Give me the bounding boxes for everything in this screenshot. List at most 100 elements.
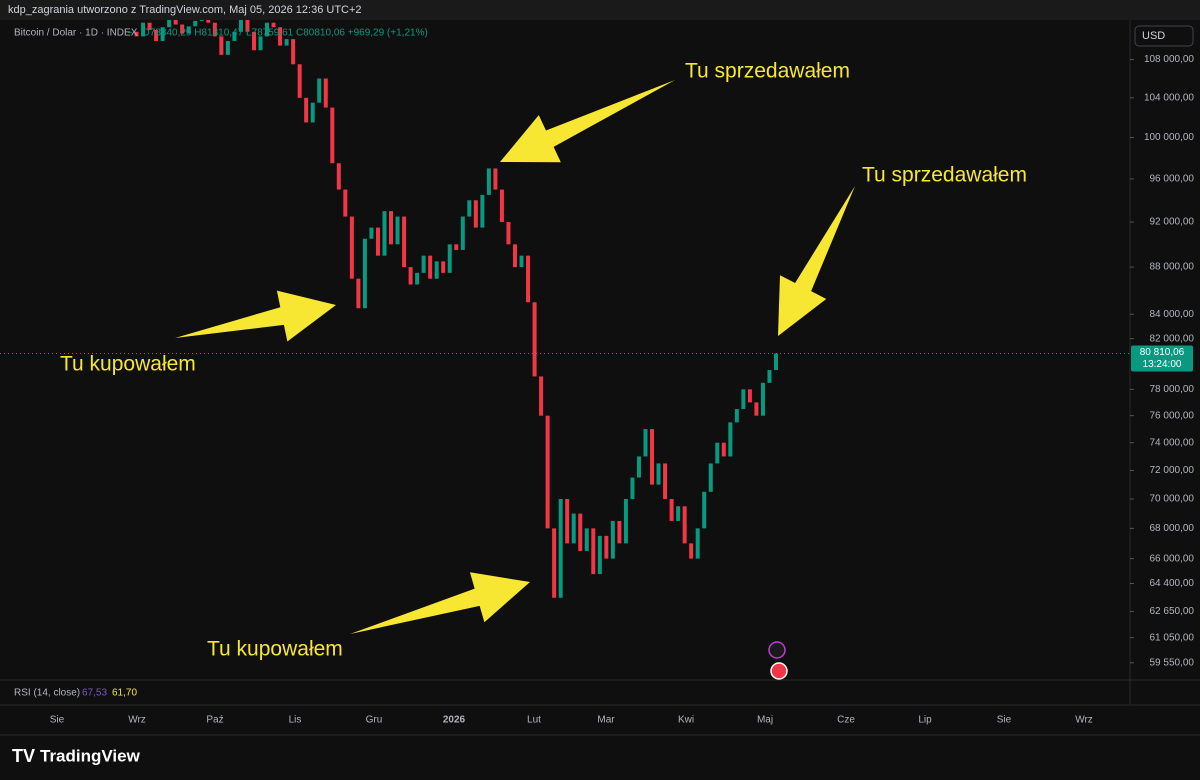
candle-body	[238, 20, 243, 32]
candle-body	[532, 302, 537, 377]
candle-body	[636, 456, 641, 478]
symbol: Bitcoin / Dolar · 1D · INDEX	[14, 28, 138, 39]
candle-body	[558, 498, 563, 598]
candle-body	[199, 20, 204, 21]
candle-body	[454, 244, 459, 250]
candle-body	[480, 194, 485, 228]
y-tick-label: 62 650,00	[1150, 606, 1195, 617]
currency[interactable]: USD	[1142, 30, 1165, 42]
candle-body	[186, 26, 191, 34]
candle-body	[180, 24, 185, 34]
arrow	[175, 290, 336, 342]
candle-body	[650, 429, 655, 485]
x-tick-label: Maj	[757, 715, 773, 726]
x-tick-label: Sie	[50, 715, 65, 726]
candle-body	[310, 102, 315, 123]
candle-body	[402, 216, 407, 268]
candle-body	[728, 422, 733, 457]
candle-body	[473, 200, 478, 228]
candle-body	[441, 261, 446, 273]
candle-body	[160, 27, 165, 41]
candle-body	[258, 36, 263, 51]
event-icon[interactable]	[770, 662, 788, 680]
arrow	[500, 80, 675, 163]
candle-body	[278, 27, 283, 46]
candle-body	[676, 506, 681, 521]
candle-body	[395, 216, 400, 245]
candle-body	[356, 278, 361, 309]
x-tick-label: Paź	[206, 715, 223, 726]
brand: TradingView	[40, 746, 141, 765]
y-tick-label: 84 000,00	[1150, 309, 1195, 320]
candle-body	[284, 39, 289, 46]
candle-body	[506, 222, 511, 245]
header-text: kdp_zagrania utworzono z TradingView.com…	[8, 4, 362, 16]
candle-body	[173, 20, 178, 25]
candle-body	[291, 39, 296, 65]
x-tick-label: Wrz	[128, 715, 146, 726]
x-tick-label: Kwi	[678, 715, 694, 726]
logo-mark: TV	[12, 746, 35, 766]
y-tick-label: 108 000,00	[1144, 54, 1194, 65]
y-tick-label: 82 000,00	[1150, 333, 1195, 344]
candle-body	[721, 442, 726, 457]
candle-body	[447, 244, 452, 273]
candle-body	[695, 528, 700, 559]
candle-body	[669, 498, 674, 521]
candle-body	[656, 463, 661, 485]
candle-body	[265, 22, 270, 37]
candle-body	[297, 64, 302, 98]
candle-body	[630, 477, 635, 499]
candle-body	[212, 22, 217, 37]
candle-body	[389, 211, 394, 245]
candle-body	[702, 491, 707, 529]
candle-body	[512, 244, 517, 268]
candle-body	[617, 520, 622, 544]
y-tick-label: 76 000,00	[1150, 410, 1195, 421]
candle-body	[584, 528, 589, 551]
annotation: Tu sprzedawałem	[862, 164, 1027, 187]
arrow	[350, 572, 530, 634]
candle-body	[571, 513, 576, 544]
candle-body	[147, 22, 152, 30]
x-tick-label: Cze	[837, 715, 855, 726]
x-tick-label: Gru	[366, 715, 383, 726]
y-tick-label: 64 400,00	[1150, 578, 1195, 589]
candle-body	[304, 97, 309, 123]
annotation: Tu kupowałem	[207, 638, 343, 661]
candle-body	[708, 463, 713, 492]
candle-body	[232, 31, 237, 41]
candle-body	[434, 261, 439, 279]
candle-body	[499, 189, 504, 223]
candle-body	[343, 189, 348, 217]
y-tick-label: 96 000,00	[1150, 174, 1195, 185]
price-box	[1131, 345, 1193, 372]
x-tick-label: Lis	[289, 715, 302, 726]
x-tick-label: Mar	[597, 715, 615, 726]
y-tick-label: 70 000,00	[1150, 494, 1195, 505]
currency-button[interactable]	[1134, 25, 1194, 47]
candle-body	[415, 272, 420, 285]
candle-body	[382, 211, 387, 256]
x-tick-label: Lip	[918, 715, 932, 726]
candle-body	[421, 255, 426, 273]
candle-body	[754, 402, 759, 416]
annotation: Tu kupowałem	[60, 353, 196, 376]
candle-body	[460, 216, 465, 250]
candle-body	[539, 376, 544, 416]
candle-body	[774, 353, 778, 371]
candle-body	[349, 216, 354, 279]
rsi-value: 67,53	[82, 688, 107, 699]
candle-body	[141, 22, 146, 37]
candle-body	[225, 40, 230, 55]
candle-body	[375, 227, 380, 256]
ohlc: O78840,29 H81310,47 L78759,61 C80810,06 …	[142, 28, 428, 39]
candle-body	[486, 168, 491, 195]
candle-body	[323, 78, 328, 108]
candle-body	[167, 20, 172, 28]
candle-body	[519, 255, 524, 268]
event-icon[interactable]	[768, 641, 786, 659]
candle-body	[219, 36, 224, 55]
